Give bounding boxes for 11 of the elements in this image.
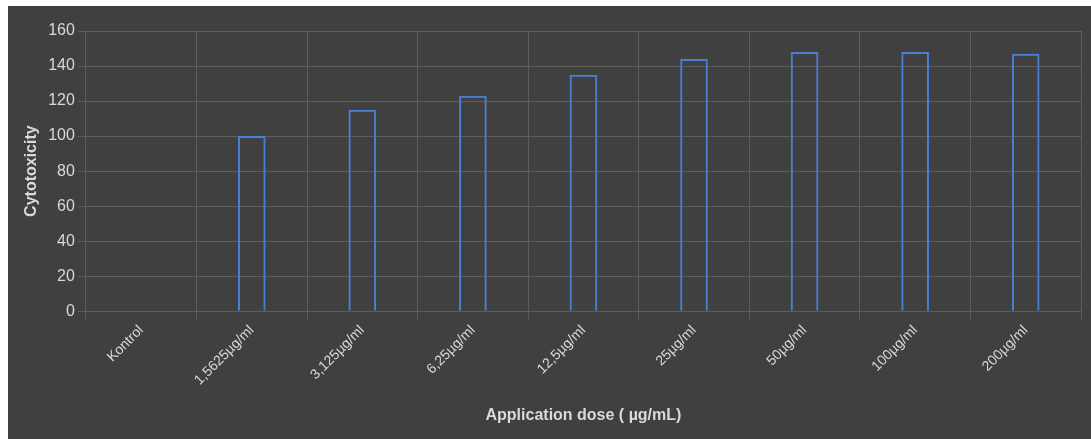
y-tick-label: 140 — [48, 56, 75, 74]
y-tick-label: 0 — [65, 301, 75, 319]
y-tick-label: 40 — [57, 231, 75, 249]
x-axis-title: Application dose ( µg/mL) — [485, 405, 682, 423]
y-axis-title: Cytotoxicity — [22, 125, 40, 217]
y-tick-label: 160 — [48, 21, 75, 39]
y-tick-label: 100 — [48, 126, 75, 144]
y-tick-label: 120 — [48, 91, 75, 109]
y-tick-label: 80 — [57, 161, 75, 179]
y-tick-label: 20 — [57, 266, 75, 284]
y-tick-label: 60 — [57, 196, 75, 214]
